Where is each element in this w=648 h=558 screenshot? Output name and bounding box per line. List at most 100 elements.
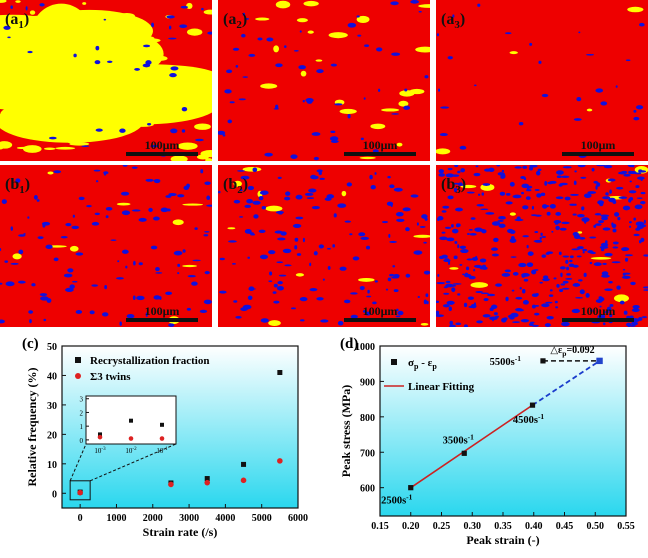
twin-boundary — [276, 285, 284, 291]
recrystallized-grain — [97, 88, 114, 92]
recrystallized-grain — [45, 90, 51, 97]
twin-boundary — [466, 191, 475, 194]
twin-boundary — [562, 287, 570, 290]
twin-boundary — [639, 170, 647, 173]
twin-boundary — [542, 275, 549, 279]
twin-boundary — [104, 285, 108, 290]
recrystallized-grain — [315, 59, 323, 62]
twin-boundary — [631, 321, 639, 326]
twin-boundary — [534, 239, 543, 243]
twin-boundary — [119, 321, 122, 326]
twin-boundary — [624, 257, 629, 262]
twin-boundary — [145, 178, 154, 182]
twin-boundary — [316, 297, 324, 301]
twin-boundary — [518, 308, 524, 312]
twin-boundary — [440, 106, 450, 109]
twin-boundary — [522, 288, 526, 294]
twin-boundary — [559, 227, 567, 231]
twin-boundary — [290, 154, 298, 159]
twin-boundary — [332, 244, 336, 248]
recrystallized-grain — [54, 102, 62, 106]
twin-boundary — [477, 193, 481, 196]
twin-boundary — [540, 192, 546, 196]
twin-boundary — [585, 293, 590, 298]
plot-c-inset: 0 1 2 3 10-3 10-2 10-1 — [69, 395, 177, 482]
twin-boundary — [69, 284, 75, 289]
twin-boundary — [329, 136, 339, 141]
y-tick-label: 700 — [360, 448, 375, 459]
x-tick-label: 0.45 — [556, 521, 574, 532]
twin-boundary — [633, 217, 637, 221]
twin-boundary — [609, 313, 613, 318]
plots-area: (c) 0 1000 2000 3000 4000 5000 600001020304050… — [22, 336, 635, 547]
twin-boundary — [591, 167, 595, 172]
twin-boundary — [404, 88, 408, 92]
inset-connector — [69, 443, 87, 481]
twin-boundary — [413, 250, 423, 255]
twin-boundary — [528, 322, 534, 326]
twin-boundary — [482, 183, 491, 186]
twin-boundary — [360, 236, 369, 240]
recrystallized-grain — [260, 83, 278, 89]
twin-boundary — [0, 247, 2, 252]
recrystallized-grain — [119, 35, 131, 39]
scale-bar-label: 100μm — [363, 304, 398, 318]
plot-c-label: (c) — [22, 336, 39, 352]
recrystallized-grain — [227, 227, 236, 230]
twin-boundary — [499, 191, 506, 196]
recrystallized-grain — [370, 123, 386, 130]
twin-boundary — [78, 196, 85, 201]
legend-entry: Recrystallization fraction — [90, 355, 209, 367]
scale-bar-label: 100μm — [581, 138, 616, 152]
twin-boundary — [330, 140, 339, 143]
recrystallized-grain — [43, 114, 62, 120]
twin-boundary — [4, 260, 9, 263]
twin-boundary — [629, 180, 632, 183]
recrystallized-grain — [116, 105, 124, 114]
twin-boundary — [218, 190, 221, 194]
twin-boundary — [556, 170, 564, 175]
recrystallized-grain — [203, 9, 212, 15]
strain-rate-label: 4500s-1 — [513, 412, 545, 426]
twin-boundary — [36, 199, 40, 202]
recrystallized-grain — [0, 18, 17, 26]
twin-boundary — [555, 196, 564, 200]
data-point-twins — [277, 458, 283, 464]
twin-boundary — [103, 18, 107, 21]
twin-boundary — [576, 246, 582, 249]
recrystallized-grain — [137, 35, 155, 41]
twin-boundary — [219, 290, 227, 294]
twin-boundary — [626, 322, 632, 327]
data-point-recrystallization — [277, 370, 283, 376]
legend-marker — [75, 357, 81, 363]
twin-boundary — [284, 264, 292, 267]
twin-boundary — [555, 212, 562, 216]
recrystallized-grain — [71, 66, 83, 71]
twin-boundary — [505, 201, 513, 205]
twin-boundary — [392, 265, 396, 268]
twin-boundary — [526, 262, 534, 268]
twin-boundary — [530, 214, 538, 217]
twin-boundary — [319, 177, 325, 180]
legend-marker — [391, 359, 397, 365]
twin-boundary — [622, 272, 631, 275]
twin-boundary — [67, 268, 74, 273]
twin-boundary — [39, 293, 48, 297]
twin-boundary — [252, 167, 258, 173]
recrystallized-grain — [123, 21, 146, 25]
micrograph-panel: (b1) 100μm — [0, 165, 212, 327]
twin-boundary — [389, 273, 395, 277]
delta-annotation: △εp=0.092 — [550, 345, 594, 358]
recrystallized-grain — [178, 88, 192, 94]
twin-boundary — [512, 271, 519, 276]
twin-boundary — [590, 309, 593, 313]
twin-boundary — [441, 231, 446, 234]
twin-boundary — [453, 187, 458, 193]
twin-boundary — [510, 256, 517, 258]
twin-boundary — [448, 306, 452, 312]
plot-c-x-axis-label: Strain rate (/s) — [143, 525, 218, 539]
twin-boundary — [491, 247, 499, 251]
recrystallized-grain — [359, 156, 376, 160]
micrograph-label: (b1) — [5, 176, 30, 196]
twin-boundary — [416, 222, 419, 226]
